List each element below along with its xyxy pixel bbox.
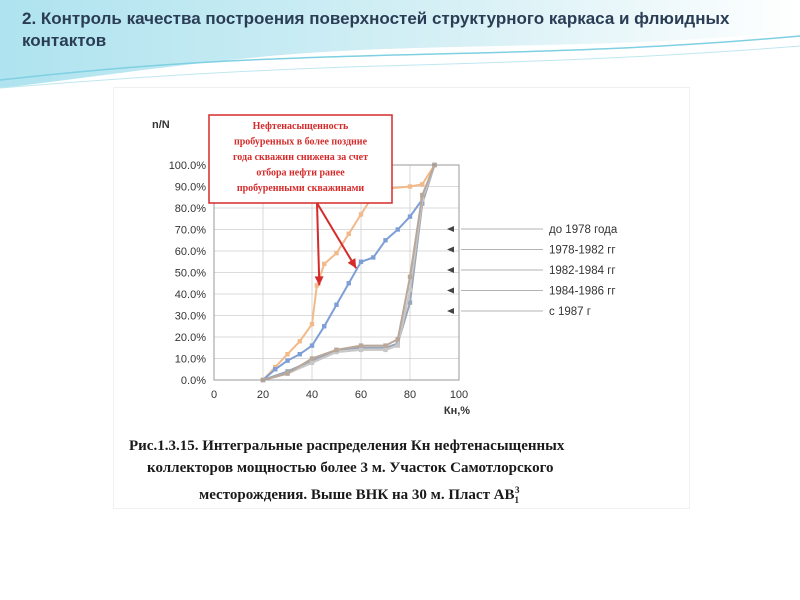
data-point [322, 324, 327, 329]
y-tick-label: 90.0% [175, 182, 206, 194]
legend-arrow-marker [447, 308, 454, 314]
chart-figure: 0.0% 10.0% 20.0% 30.0% 40.0% 50.0% 60.0% 70.0% 8… [113, 87, 690, 509]
legend-entry: с 1987 г [549, 306, 591, 318]
y-tick-label: 0.0% [181, 375, 206, 387]
caption-line-2: коллекторов мощностью более 3 м. Участок… [147, 460, 554, 476]
caption-line-1: Рис.1.3.15. Интегральные распределения К… [129, 438, 565, 454]
data-point [420, 182, 425, 187]
data-point [285, 358, 290, 363]
y-axis-label: n/N [152, 119, 170, 131]
annotation-arrowhead [314, 276, 324, 286]
data-point [395, 336, 400, 342]
annotation-text-line: отбора нефти ранее [256, 168, 345, 179]
data-point [334, 302, 339, 307]
x-tick-label: 100 [450, 389, 468, 401]
chart: 0.0% 10.0% 20.0% 30.0% 40.0% 50.0% 60.0% 70.0% 8… [152, 114, 618, 417]
data-point [420, 192, 425, 198]
data-point [383, 347, 388, 353]
y-tick-label: 100.0% [169, 160, 207, 172]
data-point [346, 231, 351, 236]
y-tick-label: 60.0% [175, 246, 206, 258]
data-point [407, 274, 413, 279]
slide-title: 2. Контроль качества построения поверхно… [22, 9, 730, 50]
legend-arrow-marker [447, 246, 454, 253]
annotation-text-line: пробуренных в более поздние [234, 137, 368, 148]
annotation-text-line: пробуренными скважинами [237, 183, 365, 194]
y-tick-label: 30.0% [175, 311, 206, 323]
data-point [309, 343, 315, 348]
data-point [334, 347, 339, 353]
data-point [358, 343, 364, 348]
legend-arrow-marker [447, 226, 454, 232]
x-tick-label: 60 [355, 389, 367, 401]
header-wave-decoration [0, 0, 800, 89]
x-tick-label: 20 [257, 389, 269, 401]
caption-layer-superscript: 3 [515, 485, 520, 495]
data-point [383, 343, 388, 348]
series-group [260, 162, 437, 383]
y-tick-label: 70.0% [175, 225, 206, 237]
data-point [407, 300, 413, 305]
data-point [358, 212, 364, 217]
data-point [297, 352, 302, 357]
series-line [262, 164, 436, 381]
data-point [371, 255, 376, 260]
legend-entry: 1982-1984 гг [549, 265, 616, 277]
legend: до 1978 года 1978-1982 гг 1982-1984 гг 1984… [447, 224, 618, 318]
annotation-box [208, 114, 393, 204]
legend-entry: 1984-1986 гг [549, 286, 616, 298]
data-point [297, 339, 302, 344]
data-point [309, 321, 315, 327]
legend-entry: 1978-1982 гг [549, 245, 616, 257]
annotation-text-line: Нефтенасыщенность [253, 121, 349, 132]
x-tick-label: 0 [211, 389, 217, 401]
data-point [358, 259, 364, 264]
y-tick-label: 40.0% [175, 289, 206, 301]
data-point [383, 238, 388, 243]
y-tick-label: 20.0% [175, 332, 206, 344]
data-point [285, 352, 290, 357]
data-point [407, 214, 413, 219]
annotation-arrowhead [347, 258, 357, 269]
legend-arrow-marker [447, 267, 454, 273]
annotation-text-line: года скважин снижена за счет [233, 152, 368, 163]
caption-line-3-text: месторождения. Выше ВНК на 30 м. Пласт А… [199, 487, 515, 503]
caption-layer-subscript: 1 [514, 495, 520, 505]
data-point [346, 281, 351, 286]
data-point [395, 343, 400, 348]
data-point [395, 227, 400, 232]
y-tick-label: 80.0% [175, 203, 206, 215]
data-point [334, 250, 339, 256]
x-axis-label: Кн,% [444, 405, 470, 417]
series-line [262, 164, 436, 381]
caption-line-3: месторождения. Выше ВНК на 30 м. Пласт А… [129, 479, 669, 511]
axes: 0.0% 10.0% 20.0% 30.0% 40.0% 50.0% 60.0% 70.0% 8… [152, 119, 470, 417]
data-point [285, 371, 290, 376]
x-tick-label: 80 [404, 389, 416, 401]
data-point [273, 367, 278, 372]
annotation-arrow [316, 202, 321, 286]
y-tick-label: 50.0% [175, 268, 206, 280]
figure-caption: Рис.1.3.15. Интегральные распределения К… [129, 435, 669, 511]
legend-entry: до 1978 года [549, 224, 618, 236]
annotation-arrow [316, 202, 357, 269]
data-point [358, 347, 364, 353]
data-point [309, 360, 315, 365]
data-point [309, 356, 315, 361]
data-point [314, 283, 320, 288]
data-point [407, 287, 413, 292]
legend-arrow-marker [447, 287, 454, 294]
annotation: Нефтенасыщенность пробуренных в более поз… [208, 114, 393, 286]
data-point [322, 261, 327, 267]
data-point [407, 184, 413, 189]
y-tick-label: 10.0% [175, 354, 206, 366]
x-tick-label: 40 [306, 389, 318, 401]
